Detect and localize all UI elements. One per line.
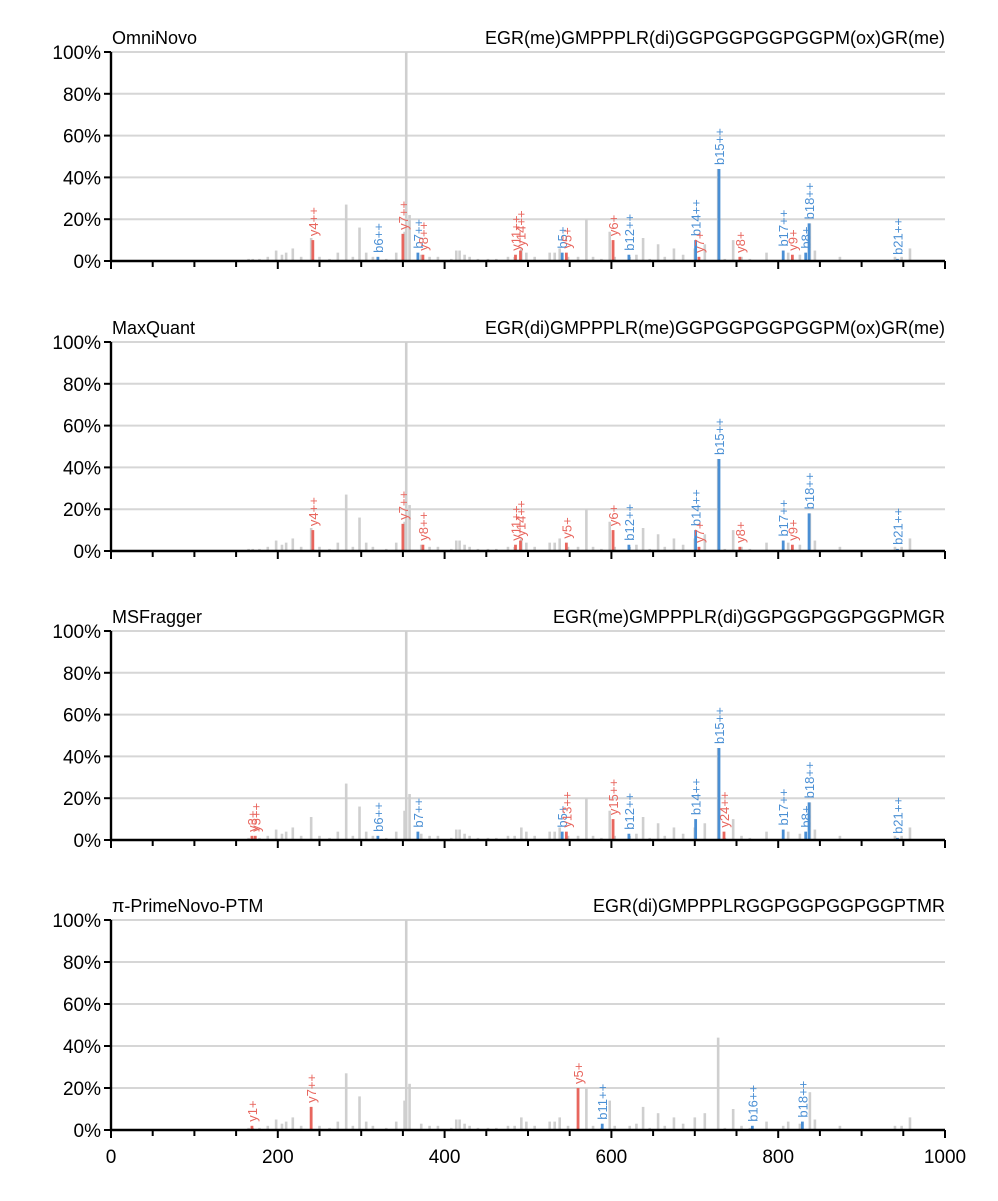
y-ion-label: y6+	[606, 505, 621, 526]
b-ion-label: b12++	[622, 504, 637, 541]
y-tick-label: 0%	[74, 542, 102, 563]
b-ion-label: b8+	[799, 227, 814, 249]
b-ion-label: b18++	[802, 762, 817, 799]
y-tick-label: 0%	[74, 831, 102, 852]
y-tick-label: 80%	[63, 953, 101, 974]
y-ion-label: y11++	[508, 216, 523, 251]
y-tick-label: 60%	[63, 127, 101, 148]
y-tick-label: 0%	[74, 1121, 102, 1142]
b-ion-label: b14++	[689, 778, 704, 815]
b-ion-label: b21++	[890, 218, 905, 255]
y-ion-label: y5+	[559, 227, 574, 248]
y-ion-label: y8+	[733, 231, 748, 252]
b-ion-label: b7++	[411, 798, 426, 828]
b-ion-label: b8+	[799, 806, 814, 828]
y-tick-label: 80%	[63, 375, 101, 396]
y-ion-label: y15++	[606, 779, 621, 815]
b-ion-label: b15++	[712, 418, 727, 455]
b-ion-label: b6++	[371, 802, 386, 832]
y-tick-label: 0%	[74, 252, 102, 273]
b-ion-label: b15++	[712, 707, 727, 744]
x-tick-label: 400	[429, 1147, 461, 1168]
y-ion-label: y5++	[248, 803, 263, 832]
y-ion-label: y14++	[513, 210, 528, 246]
y-ion-label: y5+	[559, 517, 574, 538]
y-tick-label: 60%	[63, 706, 101, 727]
y-tick-label: 40%	[63, 1037, 101, 1058]
y-ion-label: y4++	[306, 497, 321, 526]
b-ion-label: b16++	[745, 1085, 760, 1122]
x-tick-label: 0	[106, 1147, 117, 1168]
y-tick-label: 80%	[63, 664, 101, 685]
b-ion-label: b5+	[555, 227, 570, 249]
y-ion-label: y7+	[692, 231, 707, 252]
x-tick-label: 200	[262, 1147, 294, 1168]
y-tick-label: 60%	[63, 995, 101, 1016]
y-ion-label: y4++	[306, 207, 321, 236]
y-tick-label: 80%	[63, 85, 101, 106]
y-ion-label: y9+	[785, 229, 800, 250]
b-ion-label: b12++	[622, 793, 637, 830]
panel-title: π-PrimeNovo-PTM	[112, 896, 263, 916]
peptide-sequence: EGR(me)GMPPPLR(di)GGPGGPGGPGGPMGR	[553, 607, 945, 627]
b-ion-label: b15++	[712, 128, 727, 165]
y-tick-label: 40%	[63, 168, 101, 189]
peptide-sequence: EGR(di)GMPPPLRGGPGGPGGPGGPTMR	[593, 896, 945, 916]
b-ion-label: b11++	[595, 1084, 610, 1120]
b-ion-label: b5+	[555, 806, 570, 828]
y-ion-label: y11++	[508, 506, 523, 541]
b-ion-label: b17++	[776, 210, 791, 247]
b-ion-label: b21++	[890, 508, 905, 545]
b-ion-label: b17++	[776, 500, 791, 537]
y-tick-label: 20%	[63, 789, 101, 810]
b-ion-label: b18++	[802, 183, 817, 220]
y-tick-label: 20%	[63, 500, 101, 521]
y-tick-label: 100%	[52, 43, 101, 64]
x-tick-label: 600	[596, 1147, 628, 1168]
y-ion-label: y6+	[606, 215, 621, 236]
panel-title: MSFragger	[112, 607, 202, 627]
peptide-sequence: EGR(me)GMPPPLR(di)GGPGGPGGPGGPM(ox)GR(me…	[485, 28, 945, 48]
b-ion-label: b18++	[802, 473, 817, 510]
y-ion-label: y14++	[513, 500, 528, 536]
y-ion-label: y8++	[416, 512, 431, 541]
b-ion-label: b14++	[689, 489, 704, 526]
y-ion-label: y3+	[245, 810, 260, 831]
y-tick-label: 100%	[52, 622, 101, 643]
y-tick-label: 100%	[52, 333, 101, 354]
y-tick-label: 100%	[52, 911, 101, 932]
y-ion-label: y7+	[692, 521, 707, 542]
b-ion-label: b6++	[371, 223, 386, 253]
y-ion-label: y13++	[559, 791, 574, 827]
y-ion-label: y9+	[785, 519, 800, 540]
y-ion-label: y7++	[396, 201, 411, 230]
y-ion-label: y7++	[396, 491, 411, 520]
y-tick-label: 40%	[63, 458, 101, 479]
x-tick-label: 800	[762, 1147, 794, 1168]
y-tick-label: 40%	[63, 747, 101, 768]
y-ion-label: y24++	[717, 791, 732, 827]
panel-title: OmniNovo	[112, 28, 197, 48]
y-tick-label: 20%	[63, 1079, 101, 1100]
b-ion-label: b12++	[622, 214, 637, 251]
y-tick-label: 60%	[63, 417, 101, 438]
panel-title: MaxQuant	[112, 318, 195, 338]
b-ion-label: b18++	[795, 1081, 810, 1118]
y-ion-label: y8++	[416, 222, 431, 251]
b-ion-label: b7++	[411, 219, 426, 249]
b-ion-label: b21++	[890, 797, 905, 834]
x-tick-label: 1000	[924, 1147, 966, 1168]
y-ion-label: y5+	[571, 1063, 586, 1084]
y-tick-label: 20%	[63, 210, 101, 231]
y-ion-label: y7++	[304, 1074, 319, 1103]
y-ion-label: y8+	[733, 521, 748, 542]
b-ion-label: b17++	[776, 789, 791, 826]
peptide-sequence: EGR(di)GMPPPLR(me)GGPGGPGGPGGPM(ox)GR(me…	[485, 318, 945, 338]
b-ion-label: b14++	[689, 199, 704, 236]
y-ion-label: y1+	[245, 1100, 260, 1121]
